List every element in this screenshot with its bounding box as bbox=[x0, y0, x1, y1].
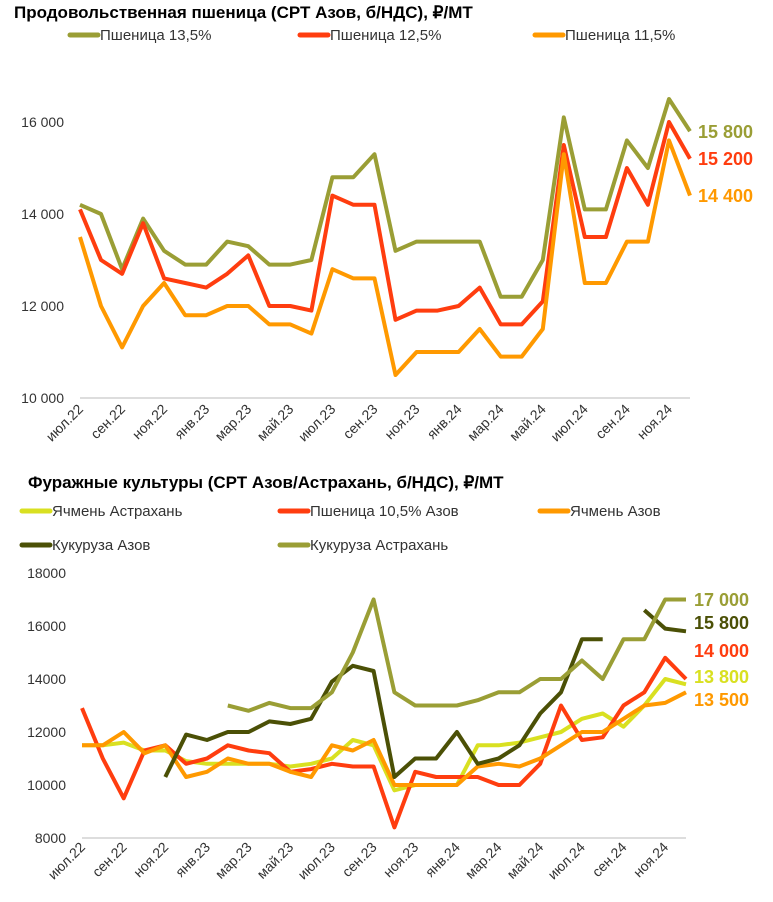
legend-label: Пшеница 10,5% Азов bbox=[310, 503, 459, 520]
x-tick-label: сен.22 bbox=[89, 839, 130, 880]
legend-label: Пшеница 11,5% bbox=[565, 27, 675, 44]
series-line bbox=[82, 677, 687, 793]
legend-label: Ячмень Азов bbox=[570, 503, 661, 520]
legend-label: Кукуруза Азов bbox=[52, 537, 150, 554]
end-value-label: 15 800 bbox=[694, 613, 749, 633]
y-tick-label: 10000 bbox=[27, 777, 66, 793]
y-tick-label: 16 000 bbox=[21, 114, 64, 130]
end-value-label: 15 200 bbox=[698, 149, 753, 169]
x-tick-label: май.24 bbox=[506, 401, 549, 444]
x-tick-label: май.23 bbox=[253, 839, 296, 882]
series-line bbox=[78, 120, 692, 327]
x-tick-label: янв.23 bbox=[171, 401, 212, 442]
x-tick-label: июл.23 bbox=[294, 839, 338, 883]
legend-label: Пшеница 13,5% bbox=[100, 27, 211, 44]
y-tick-label: 14 000 bbox=[21, 206, 64, 222]
series-line bbox=[163, 608, 687, 779]
chart-title: Продовольственная пшеница (СРТ Азов, б/Н… bbox=[14, 3, 473, 22]
x-tick-label: ноя.23 bbox=[380, 839, 422, 881]
y-tick-label: 16000 bbox=[27, 618, 66, 634]
legend-label: Пшеница 12,5% bbox=[330, 27, 441, 44]
x-tick-label: ноя.22 bbox=[129, 401, 171, 443]
x-tick-label: мар.24 bbox=[464, 401, 507, 444]
legend-label: Ячмень Астрахань bbox=[52, 503, 183, 520]
x-tick-label: мар.24 bbox=[462, 839, 505, 882]
x-tick-label: ноя.24 bbox=[634, 401, 676, 443]
x-tick-label: сен.23 bbox=[340, 401, 381, 442]
y-tick-label: 8000 bbox=[35, 830, 66, 846]
end-value-label: 13 500 bbox=[694, 690, 749, 710]
x-tick-label: ноя.23 bbox=[381, 401, 423, 443]
series-line bbox=[82, 690, 687, 787]
y-tick-label: 12000 bbox=[27, 724, 66, 740]
x-tick-label: сен.24 bbox=[592, 401, 633, 442]
x-tick-label: май.24 bbox=[503, 839, 546, 882]
x-tick-label: ноя.22 bbox=[130, 839, 172, 881]
y-tick-label: 12 000 bbox=[21, 298, 64, 314]
x-tick-label: мар.23 bbox=[212, 839, 255, 882]
x-tick-label: сен.23 bbox=[339, 839, 380, 880]
x-tick-label: июл.24 bbox=[544, 839, 588, 883]
x-tick-label: сен.24 bbox=[589, 839, 630, 880]
x-tick-label: июл.22 bbox=[43, 401, 87, 445]
series-line bbox=[80, 655, 688, 830]
end-value-label: 17 000 bbox=[694, 590, 749, 610]
end-value-label: 14 000 bbox=[694, 641, 749, 661]
x-tick-label: янв.24 bbox=[422, 839, 463, 880]
series-line bbox=[79, 97, 692, 299]
y-tick-label: 18000 bbox=[27, 565, 66, 581]
end-value-label: 14 400 bbox=[698, 186, 753, 206]
x-tick-label: янв.24 bbox=[424, 401, 465, 442]
y-tick-label: 14000 bbox=[27, 671, 66, 687]
y-tick-label: 10 000 bbox=[21, 390, 64, 406]
end-value-label: 15 800 bbox=[698, 122, 753, 142]
x-tick-label: сен.22 bbox=[87, 401, 128, 442]
end-value-label: 13 800 bbox=[694, 667, 749, 687]
chart-title: Фуражные культуры (СРТ Азов/Астрахань, б… bbox=[28, 473, 504, 492]
legend-label: Кукуруза Астрахань bbox=[310, 537, 448, 554]
series-line bbox=[227, 597, 686, 713]
x-tick-label: июл.23 bbox=[295, 401, 339, 445]
series-line bbox=[78, 138, 692, 377]
x-tick-label: июл.24 bbox=[547, 401, 591, 445]
x-tick-label: ноя.24 bbox=[630, 839, 672, 881]
x-tick-label: май.23 bbox=[254, 401, 297, 444]
x-tick-label: янв.23 bbox=[172, 839, 213, 880]
x-tick-label: мар.23 bbox=[211, 401, 254, 444]
